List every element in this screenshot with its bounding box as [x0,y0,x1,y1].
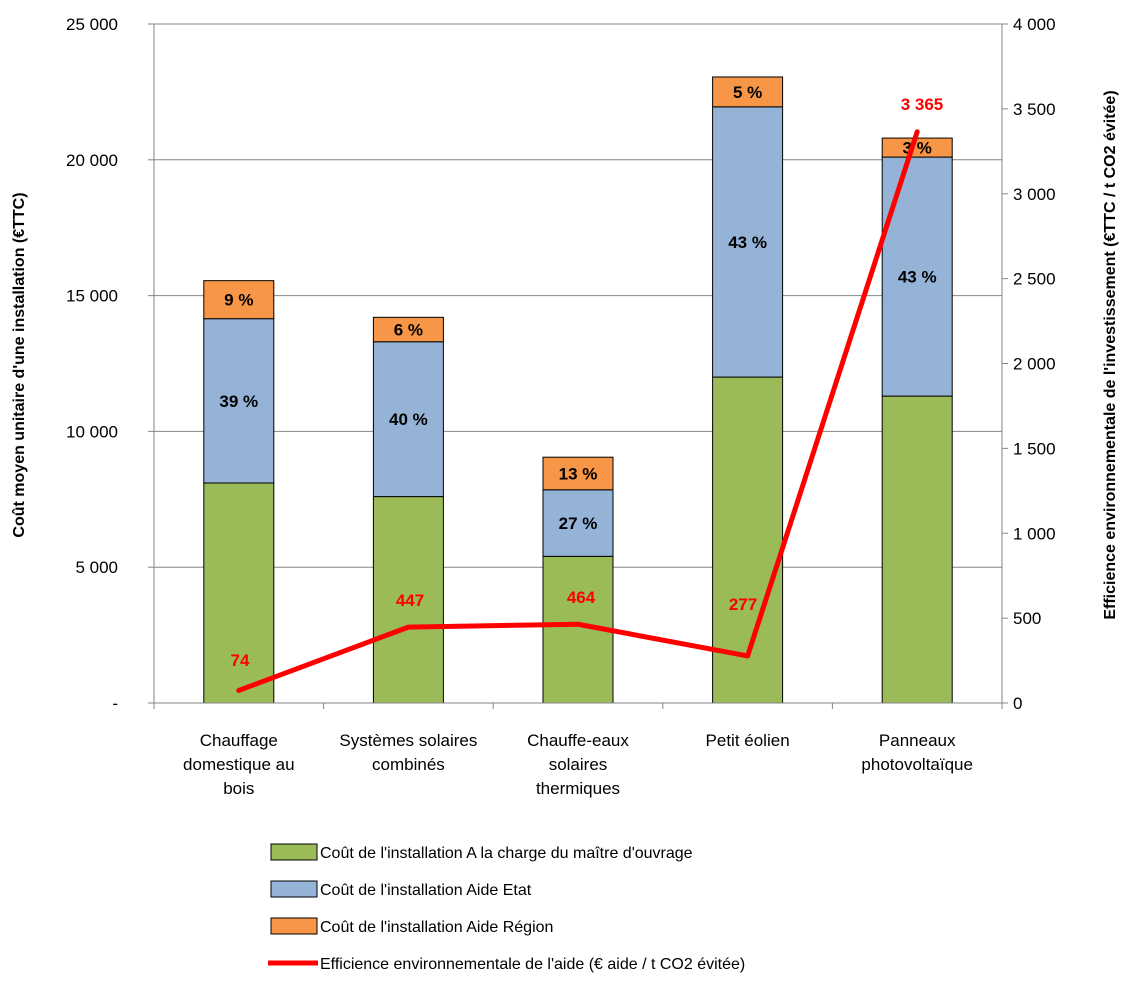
efficiency-data-label: 3 365 [901,95,944,114]
efficiency-data-label: 277 [729,595,757,614]
bar-percentage-labels: 39 % 40 % 27 % 43 % 43 % 9 % 6 % 13 % 5 % 3 % [219,83,936,533]
y-tick-label: 5 000 [75,558,118,577]
bar-data-label: 40 % [389,410,428,429]
bar-segment [712,106,784,378]
y2-tick-label: 2 500 [1013,270,1056,289]
y2-tick-label: 500 [1013,609,1041,628]
bar-data-label: 5 % [733,83,762,102]
legend: Coût de l'installation A la charge du ma… [268,843,745,973]
y2-tick-label: 0 [1013,694,1022,713]
y-tick-label: 15 000 [66,287,118,306]
right-axis-title: Efficience environnementale de l'investi… [1102,90,1119,619]
legend-swatch [270,917,318,935]
efficiency-data-label: 74 [231,651,250,670]
y2-tick-label: 2 000 [1013,355,1056,374]
bar-data-label: 13 % [559,464,598,483]
efficiency-data-label: 464 [567,588,596,607]
y2-tick-label: 1 000 [1013,524,1056,543]
category-label: solaires [549,755,608,774]
efficiency-line-series [236,129,920,693]
category-labels: Chauffage domestique au bois Systèmes solai… [183,731,973,798]
efficiency-data-label: 447 [396,591,424,610]
bar-data-label: 3 % [903,139,932,158]
bar-segment [542,456,614,491]
legend-label: Coût de l'installation Aide Région [320,919,553,936]
bar-series [203,76,953,704]
bar-data-label: 6 % [394,321,423,340]
y-tick-label: 10 000 [66,422,118,441]
y2-tick-label: 1 500 [1013,439,1056,458]
left-axis-title: Coût moyen unitaire d'une installation (… [11,192,28,537]
category-label: Systèmes solaires [339,731,477,750]
bar-segment [203,280,275,320]
right-axis-ticks: 0 500 1 000 1 500 2 000 2 500 3 000 3 500 4 000 [1002,15,1056,713]
category-label: combinés [372,755,445,774]
bar-segment [203,482,275,704]
category-label: bois [223,779,254,798]
category-label: domestique au [183,755,295,774]
legend-swatch [270,843,318,861]
bar-segment [372,496,444,704]
bar-segment [881,395,953,704]
legend-label: Efficience environnementale de l'aide (€… [320,956,745,973]
bar-data-label: 39 % [219,392,258,411]
efficiency-data-labels: 74 447 464 277 3 365 [231,95,944,670]
y-tick-label: - [112,694,118,713]
y2-tick-label: 4 000 [1013,15,1056,34]
category-label: Chauffe-eaux [527,731,629,750]
legend-swatch [270,880,318,898]
legend-label: Coût de l'installation Aide Etat [320,882,532,899]
category-label: photovoltaïque [861,755,973,774]
legend-label: Coût de l'installation A la charge du ma… [320,845,693,862]
bar-segment [372,316,444,343]
bar-segment [712,76,784,108]
category-label: thermiques [536,779,620,798]
left-axis-ticks: - 5 000 10 000 15 000 20 000 25 000 [66,15,154,713]
bar-data-label: 27 % [559,514,598,533]
bar-data-label: 43 % [728,233,767,252]
category-label: Chauffage [200,731,278,750]
y2-tick-label: 3 500 [1013,100,1056,119]
category-label: Petit éolien [706,731,790,750]
bar-data-label: 43 % [898,268,937,287]
gridlines [154,23,1002,568]
efficiency-line [236,129,920,693]
bar-data-label: 9 % [224,291,253,310]
y-tick-label: 25 000 [66,15,118,34]
category-label: Panneaux [879,731,956,750]
y-tick-label: 20 000 [66,151,118,170]
y2-tick-label: 3 000 [1013,185,1056,204]
